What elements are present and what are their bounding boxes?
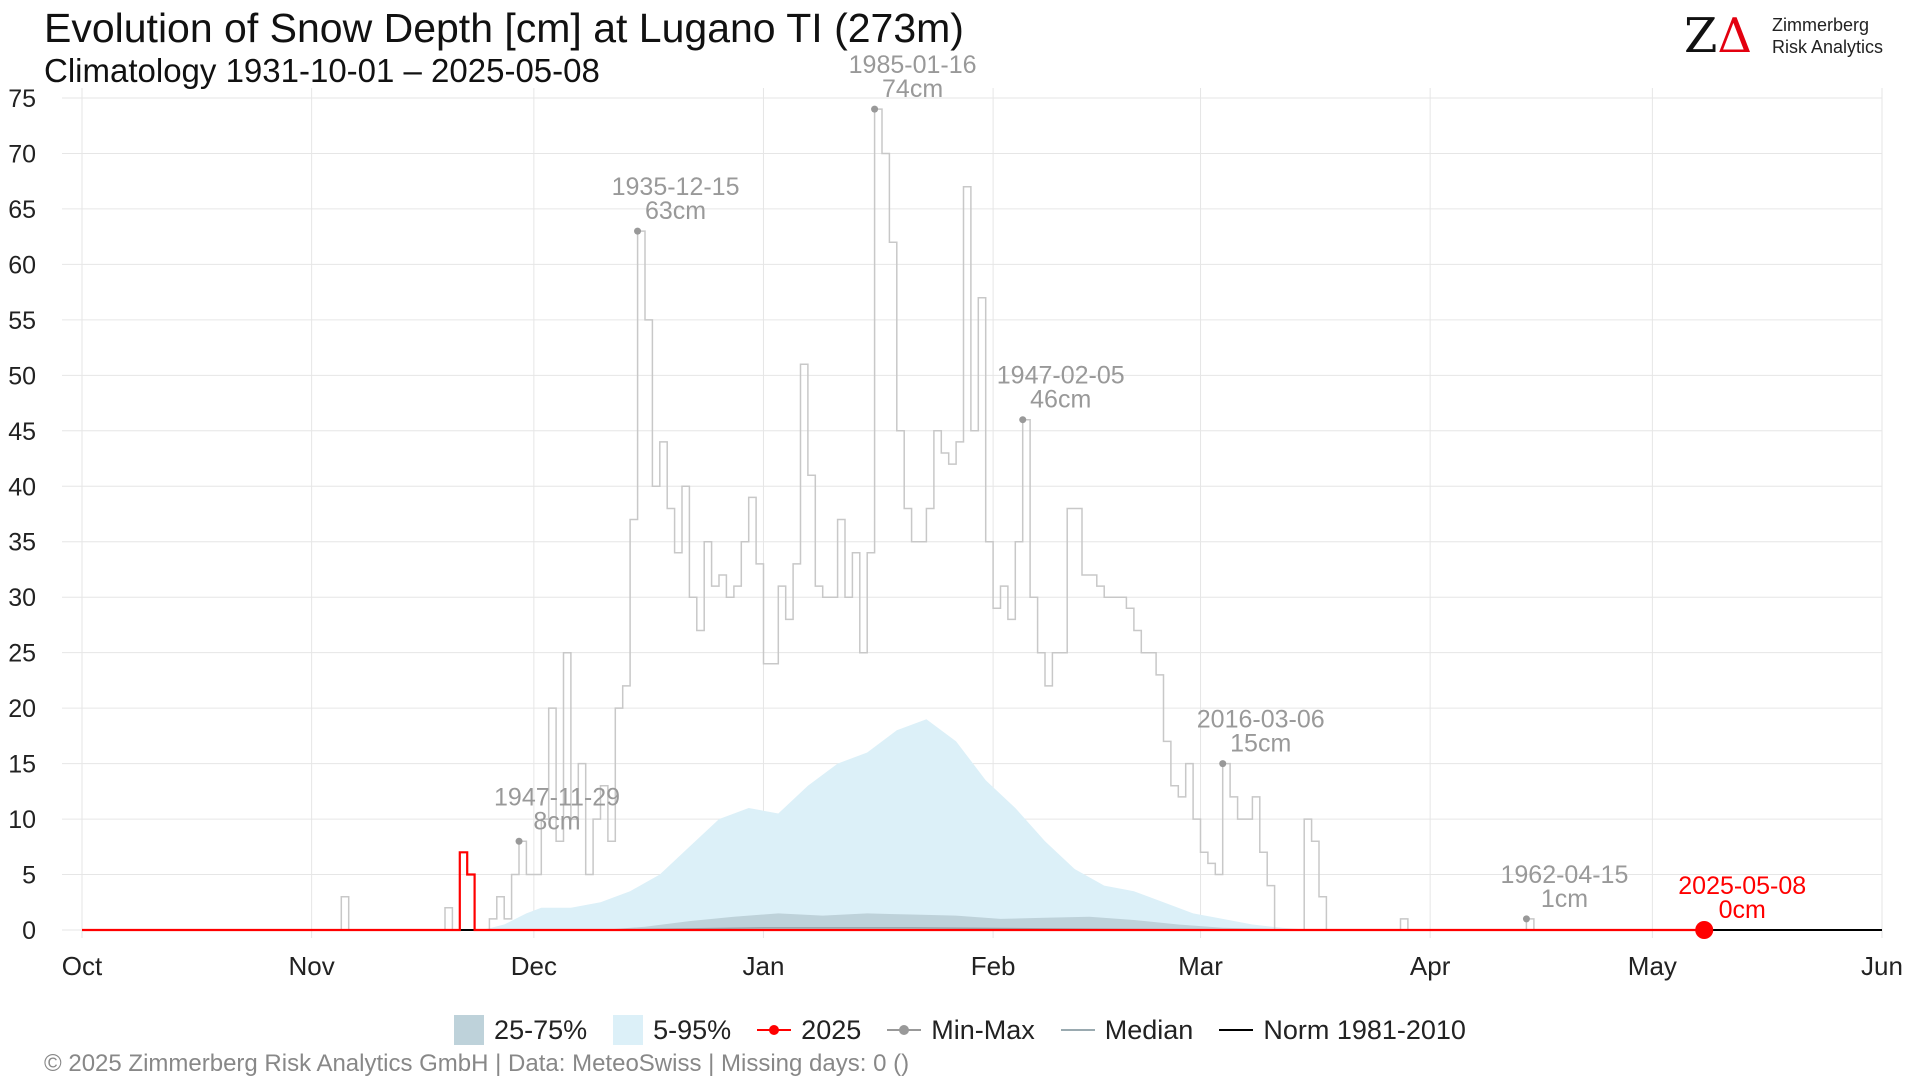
- logo-name-line2: Risk Analytics: [1772, 37, 1884, 57]
- annotation-value: 1cm: [1541, 885, 1588, 913]
- legend-item-current: 2025: [757, 1015, 861, 1046]
- legend-item-iqr: 25-75%: [454, 1015, 587, 1046]
- legend-item-norm: Norm 1981-2010: [1219, 1015, 1466, 1046]
- y-tick-label: 60: [8, 251, 36, 279]
- y-tick-label: 45: [8, 418, 36, 446]
- legend-swatch-iqr: [454, 1015, 485, 1045]
- legend-swatch-5-95: [613, 1015, 644, 1045]
- legend-item-median: Median: [1060, 1014, 1194, 1046]
- band-25-75: [600, 913, 1312, 930]
- y-tick-label: 65: [8, 196, 36, 224]
- record-dot: [1522, 915, 1530, 923]
- y-tick-label: 75: [8, 85, 36, 113]
- legend-swatch-median: [1060, 1023, 1095, 1037]
- annotation-value: 8cm: [533, 807, 580, 835]
- legend-label-iqr: 25-75%: [494, 1014, 588, 1045]
- y-tick-label: 0: [22, 917, 36, 945]
- chart-title: Evolution of Snow Depth [cm] at Lugano T…: [44, 5, 964, 51]
- annotation-value: 46cm: [1030, 386, 1091, 414]
- annotation-value: 15cm: [1230, 730, 1291, 758]
- annotation-date: 1947-11-29: [494, 783, 620, 811]
- logo-mark-delta: Δ: [1717, 8, 1753, 64]
- annotation-date: 1962-04-15: [1500, 861, 1628, 889]
- logo-mark: ZΔ: [1684, 12, 1752, 60]
- chart-subtitle: Climatology 1931-10-01 – 2025-05-08: [44, 52, 600, 89]
- y-tick-label: 50: [8, 362, 36, 390]
- legend-label-median: Median: [1104, 1014, 1194, 1045]
- band-5-95: [482, 719, 1327, 930]
- legend-item-5-95: 5-95%: [613, 1015, 731, 1046]
- x-tick-label: Jun: [1861, 951, 1903, 981]
- y-tick-label: 70: [8, 140, 36, 168]
- record-dot: [634, 227, 642, 235]
- legend-label-5-95: 5-95%: [653, 1014, 732, 1045]
- annotation-value: 63cm: [645, 197, 706, 225]
- x-tick-label: Oct: [62, 951, 103, 981]
- footer-credits: © 2025 Zimmerberg Risk Analytics GmbH | …: [44, 1050, 910, 1077]
- annotation-date: 2025-05-08: [1678, 872, 1806, 900]
- current-value-dot: [1695, 921, 1714, 939]
- company-logo: ZΔ Zimmerberg Risk Analytics: [1684, 12, 1894, 60]
- y-tick-label: 20: [8, 695, 36, 723]
- record-dot: [871, 105, 879, 113]
- annotation-date: 1985-01-16: [849, 51, 977, 79]
- y-tick-label: 25: [8, 640, 36, 668]
- chart-legend: 25-75% 5-95% 2025 Min-Max Median Norm 19…: [0, 1012, 1920, 1048]
- x-tick-label: Feb: [971, 951, 1016, 981]
- legend-swatch-current: [757, 1023, 792, 1037]
- legend-label-minmax: Min-Max: [931, 1014, 1035, 1045]
- y-tick-label: 40: [8, 473, 36, 501]
- legend-label-current: 2025: [801, 1014, 862, 1045]
- annotation-date: 2016-03-06: [1197, 706, 1325, 734]
- y-tick-label: 15: [8, 751, 36, 779]
- logo-name: Zimmerberg Risk Analytics: [1772, 14, 1883, 58]
- record-dot: [1219, 760, 1227, 768]
- legend-label-norm: Norm 1981-2010: [1263, 1014, 1466, 1045]
- annotation-date: 1935-12-15: [612, 173, 740, 201]
- x-tick-label: Jan: [743, 951, 785, 981]
- annotation-value: 74cm: [882, 75, 943, 103]
- x-tick-label: Nov: [289, 951, 335, 981]
- record-dot: [1019, 416, 1027, 424]
- legend-item-minmax: Min-Max: [887, 1015, 1035, 1046]
- current-season-line: [82, 851, 1705, 932]
- x-tick-label: Mar: [1178, 951, 1223, 981]
- annotation-date: 1947-02-05: [997, 362, 1125, 390]
- x-tick-label: Apr: [1410, 951, 1451, 981]
- y-tick-label: 35: [8, 529, 36, 557]
- y-tick-label: 5: [22, 862, 36, 890]
- legend-swatch-minmax: [887, 1023, 922, 1037]
- logo-name-line1: Zimmerberg: [1772, 15, 1870, 35]
- legend-swatch-norm: [1219, 1023, 1254, 1037]
- x-tick-label: Dec: [511, 951, 557, 981]
- x-tick-label: May: [1628, 951, 1677, 981]
- y-tick-label: 30: [8, 584, 36, 612]
- annotation-value: 0cm: [1719, 896, 1766, 924]
- y-tick-label: 55: [8, 307, 36, 335]
- y-tick-label: 10: [8, 806, 36, 834]
- logo-mark-z: Z: [1684, 8, 1718, 64]
- snow-depth-chart: 0 5 10 15 20 25 30 35 40 45 50 55 60 65 70 75 Oct Nov Dec J…: [8, 51, 1903, 981]
- record-dot: [515, 837, 523, 845]
